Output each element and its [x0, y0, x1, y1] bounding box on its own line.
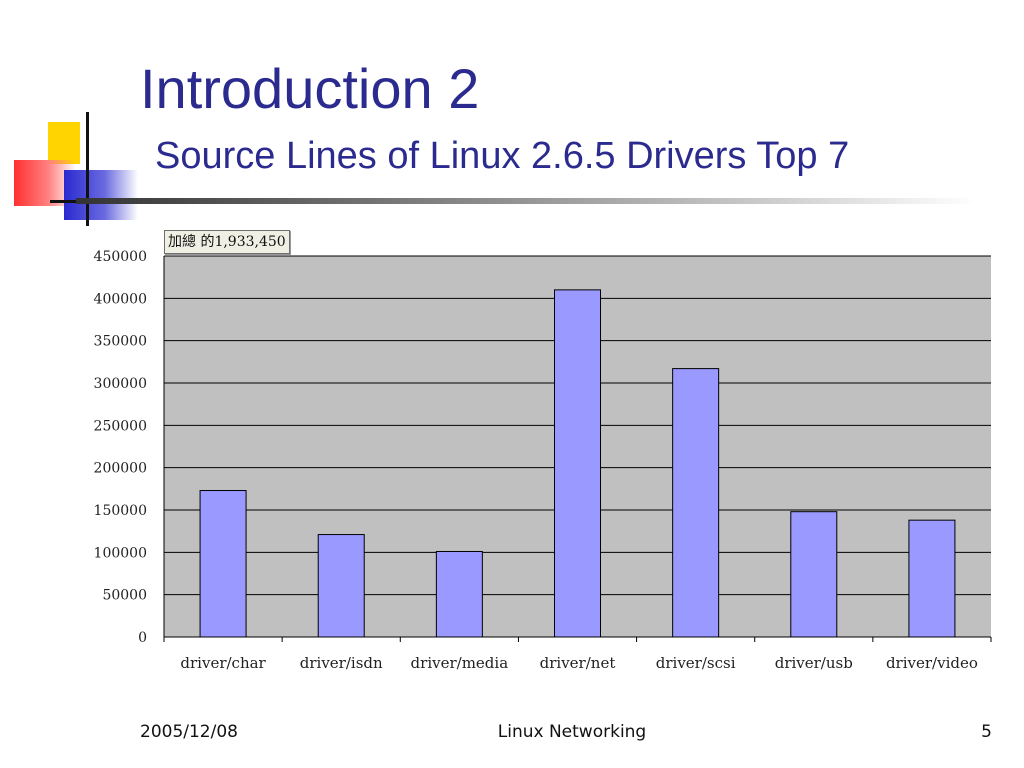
logo-vertical-line [86, 112, 89, 226]
slide-title: Introduction 2 [140, 57, 480, 120]
bar-driver-media [435, 550, 483, 638]
bar-driver-net [554, 289, 601, 638]
y-tick-label: 300000 [94, 376, 147, 392]
x-tick-label: driver/char [180, 654, 266, 672]
x-tick-label: driver/isdn [300, 654, 383, 672]
bar-driver-isdn [317, 534, 365, 638]
x-tick-label: driver/media [411, 654, 509, 672]
logo-horizontal-line [50, 200, 96, 203]
logo-yellow-square [48, 122, 80, 164]
y-tick-label: 0 [138, 630, 147, 646]
title-divider [76, 198, 976, 204]
x-tick-label: driver/net [540, 654, 616, 672]
x-tick-label: driver/video [886, 654, 978, 672]
y-tick-label: 350000 [94, 334, 147, 350]
footer-title: Linux Networking [497, 722, 647, 742]
logo-blue-square [64, 170, 138, 220]
bar-driver-usb [790, 511, 838, 638]
sum-tooltip: 加總 的1,933,450 [164, 230, 290, 254]
y-tick-label: 450000 [94, 249, 147, 265]
y-tick-label: 100000 [94, 545, 147, 561]
slide-subtitle: Source Lines of Linux 2.6.5 Drivers Top … [155, 135, 850, 177]
y-tick-label: 150000 [94, 503, 147, 519]
y-tick-label: 200000 [94, 461, 147, 477]
bar-driver-char [199, 490, 247, 638]
bar-driver-video [908, 519, 956, 638]
x-tick-label: driver/scsi [656, 654, 736, 672]
y-tick-label: 50000 [102, 588, 147, 604]
bar-driver-scsi [672, 368, 720, 638]
slide-logo [0, 0, 150, 240]
y-tick-label: 250000 [94, 418, 147, 434]
footer-page-number: 5 [981, 722, 992, 742]
footer-date: 2005/12/08 [140, 722, 238, 742]
y-tick-label: 400000 [94, 291, 147, 307]
x-tick-label: driver/usb [775, 654, 853, 672]
